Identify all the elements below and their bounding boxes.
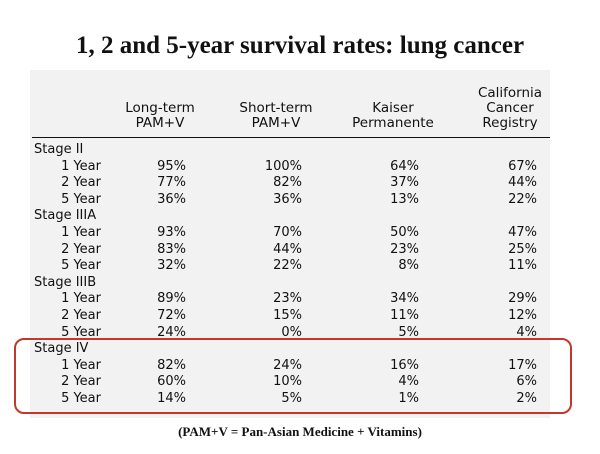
table-cell: 60%	[157, 374, 186, 390]
table-cell: 22%	[508, 191, 537, 207]
table-cell: 93%	[157, 225, 186, 240]
table-cell: 22%	[273, 258, 302, 274]
stage-row: Stage IIIA	[0, 208, 600, 224]
table-cell: 5%	[398, 324, 419, 340]
table-cell: 29%	[508, 291, 537, 307]
table-row: 1 Year 82% 24% 16% 17%	[0, 358, 600, 374]
table-cell: 4%	[516, 324, 537, 340]
table-cell: 15%	[273, 308, 302, 323]
survival-table	[30, 70, 550, 418]
year-label: 1 Year	[61, 225, 101, 240]
stage-row: Stage IIIB	[0, 275, 600, 291]
table-cell: 23%	[390, 241, 419, 257]
table-row: 5 Year 14% 5% 1% 2%	[0, 391, 600, 407]
year-label: 5 Year	[61, 191, 101, 207]
table-cell: 14%	[157, 391, 186, 406]
stage-row: Stage II	[0, 142, 600, 158]
table-cell: 11%	[508, 258, 537, 274]
table-cell: 36%	[157, 191, 186, 207]
stage-iv-highlight-box	[14, 338, 572, 414]
table-cell: 32%	[157, 258, 186, 274]
table-row: 2 Year 77% 82% 37% 44%	[0, 175, 600, 191]
table-cell: 10%	[273, 374, 302, 390]
table-cell: 24%	[157, 324, 186, 340]
table-row: 5 Year 24% 0% 5% 4%	[0, 325, 600, 341]
table-row: 2 Year 83% 44% 23% 25%	[0, 242, 600, 258]
table-row: 2 Year 60% 10% 4% 6%	[0, 374, 600, 390]
table-cell: 83%	[157, 241, 186, 257]
table-cell: 44%	[273, 241, 302, 257]
table-row: 1 Year 95% 100% 64% 67%	[0, 159, 600, 175]
year-label: 5 Year	[61, 258, 101, 274]
year-label: 1 Year	[61, 158, 101, 174]
table-cell: 13%	[390, 191, 419, 207]
table-cell: 64%	[390, 158, 419, 174]
stage-label: Stage IIIA	[34, 208, 97, 224]
year-label: 5 Year	[61, 324, 101, 340]
table-cell: 37%	[390, 175, 419, 191]
year-label: 2 Year	[61, 241, 101, 257]
table-cell: 16%	[390, 357, 419, 373]
table-cell: 23%	[273, 291, 302, 307]
table-cell: 6%	[516, 374, 537, 390]
footnote: (PAM+V = Pan-Asian Medicine + Vitamins)	[178, 424, 422, 439]
table-row: 5 Year 36% 36% 13% 22%	[0, 192, 600, 208]
header-divider	[32, 137, 550, 138]
slide-title: 1, 2 and 5-year survival rates: lung can…	[75, 32, 525, 59]
table-cell: 100%	[264, 158, 302, 174]
table-row: 5 Year 32% 22% 8% 11%	[0, 258, 600, 274]
table-cell: 12%	[508, 308, 537, 323]
table-cell: 89%	[157, 291, 186, 307]
table-cell: 72%	[157, 308, 186, 323]
table-cell: 17%	[508, 357, 537, 373]
table-cell: 50%	[390, 225, 419, 240]
column-header-long-term: Long-term PAM+V	[125, 100, 195, 131]
stage-label: Stage II	[34, 142, 84, 157]
table-cell: 1%	[398, 391, 419, 406]
table-cell: 25%	[508, 241, 537, 257]
table-cell: 82%	[273, 175, 302, 191]
column-header-ccr: California Cancer Registry	[477, 85, 543, 131]
column-header-kaiser: Kaiser Permanente	[352, 100, 434, 131]
table-cell: 70%	[273, 225, 302, 240]
table-row: 1 Year 93% 70% 50% 47%	[0, 225, 600, 241]
table-cell: 36%	[273, 191, 302, 207]
year-label: 2 Year	[61, 374, 101, 390]
table-cell: 2%	[516, 391, 537, 406]
table-cell: 11%	[390, 308, 419, 323]
year-label: 1 Year	[61, 357, 101, 373]
table-row: 1 Year 89% 23% 34% 29%	[0, 291, 600, 307]
table-cell: 34%	[390, 291, 419, 307]
year-label: 2 Year	[61, 175, 101, 191]
stage-label: Stage IIIB	[34, 274, 97, 290]
table-cell: 47%	[508, 225, 537, 240]
year-label: 2 Year	[61, 308, 101, 323]
column-header-short-term: Short-term PAM+V	[239, 100, 313, 131]
table-cell: 82%	[157, 357, 186, 373]
table-cell: 0%	[281, 324, 302, 340]
year-label: 1 Year	[61, 291, 101, 307]
table-cell: 67%	[508, 158, 537, 174]
year-label: 5 Year	[61, 391, 101, 406]
table-cell: 44%	[508, 175, 537, 191]
table-cell: 95%	[157, 158, 186, 174]
stage-label: Stage IV	[34, 341, 89, 357]
table-row: 2 Year 72% 15% 11% 12%	[0, 308, 600, 324]
table-cell: 8%	[398, 258, 419, 274]
table-cell: 77%	[157, 175, 186, 191]
table-cell: 5%	[281, 391, 302, 406]
table-cell: 24%	[273, 357, 302, 373]
table-cell: 4%	[398, 374, 419, 390]
stage-row: Stage IV	[0, 341, 600, 357]
